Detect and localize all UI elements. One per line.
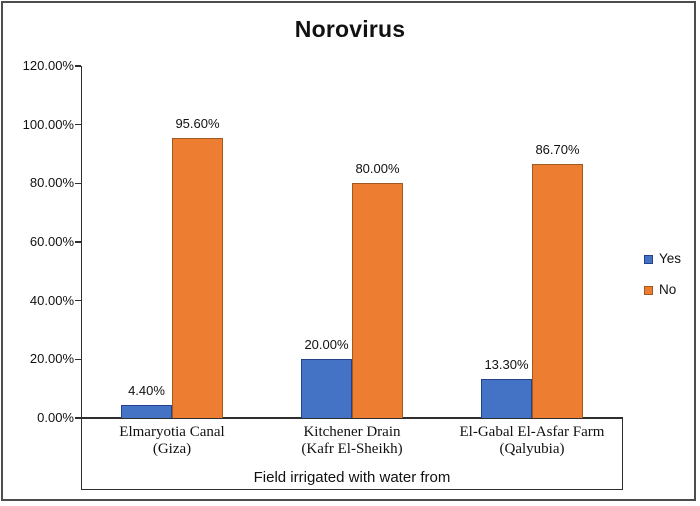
bar-no-0: [172, 137, 223, 418]
y-tick-label: 40.00%: [29, 292, 74, 308]
legend-item-no: No: [644, 283, 681, 297]
y-tick-mark: [75, 417, 81, 419]
y-tick-label: 60.00%: [29, 234, 74, 249]
y-tick-mark: [75, 182, 81, 185]
y-tick-label: 120.00%: [22, 58, 74, 73]
category-label: El-Gabal El-Asfar Farm (Qalyubia): [459, 424, 605, 457]
bar-value-label: 4.40%: [128, 383, 165, 399]
y-tick-label: 100.00%: [22, 116, 74, 132]
y-tick-label: 20.00%: [29, 351, 74, 367]
category-label: Elmaryotia Canal (Giza): [119, 424, 225, 457]
y-tick-mark: [75, 299, 81, 302]
y-tick-mark: [75, 123, 81, 126]
bar-yes-0: [121, 405, 172, 418]
bar-no-2: [532, 163, 583, 418]
legend-label-yes: Yes: [659, 251, 682, 266]
bar-no-1: [352, 183, 403, 418]
x-axis-title: Field irrigated with water from: [253, 469, 451, 486]
category-label: Kitchener Drain (Kafr El-Sheikh): [301, 424, 403, 457]
bar-value-label: 86.70%: [535, 141, 580, 157]
legend-item-yes: Yes: [644, 252, 681, 266]
legend-swatch-yes-icon: [644, 254, 653, 264]
bar-value-label: 20.00%: [304, 337, 349, 353]
bar-value-label: 13.30%: [484, 356, 529, 372]
y-tick-mark: [75, 358, 81, 361]
bar-value-label: 95.60%: [175, 115, 220, 131]
y-tick-label: 80.00%: [29, 175, 74, 191]
legend-label-no: No: [659, 282, 677, 297]
y-tick-label: 0.00%: [37, 410, 74, 425]
bar-yes-1: [301, 359, 352, 418]
bar-value-label: 80.00%: [355, 161, 400, 177]
y-tick-mark: [75, 65, 81, 67]
bar-yes-2: [481, 378, 532, 418]
legend: Yes No: [644, 252, 681, 314]
y-tick-mark: [75, 241, 81, 243]
chart-title: Norovirus: [294, 16, 406, 42]
category-axis-box: [80, 417, 623, 490]
legend-swatch-no-icon: [644, 285, 653, 295]
y-axis-line: [80, 66, 82, 490]
